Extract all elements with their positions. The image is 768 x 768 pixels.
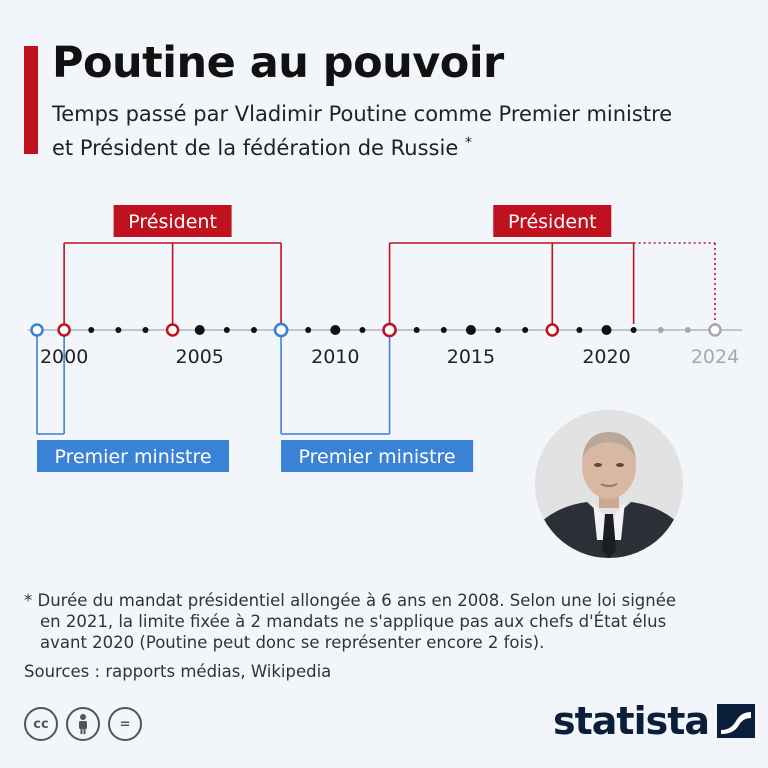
tick-label: 2005 — [176, 346, 224, 368]
term-marker — [708, 323, 722, 337]
year-dot — [495, 327, 502, 333]
portrait-image — [535, 410, 683, 558]
year-dot — [465, 325, 476, 335]
year-dot — [601, 325, 612, 335]
sources-text: Sources : rapports médias, Wikipedia — [24, 662, 332, 681]
title-accent-bar — [24, 46, 38, 154]
creative-commons-icon[interactable]: cc — [24, 707, 58, 741]
year-dot — [88, 327, 95, 333]
pm-label: Premier ministre — [54, 446, 211, 468]
year-dot — [330, 325, 341, 335]
year-dot — [657, 327, 664, 333]
tick-label: 2020 — [582, 346, 630, 368]
attribution-icon[interactable] — [66, 707, 100, 741]
brand-name: statista — [553, 699, 710, 743]
term-marker — [382, 322, 397, 338]
subtitle-footnote-mark: * — [464, 135, 472, 151]
term-marker — [165, 323, 180, 337]
subtitle-text: Temps passé par Vladimir Poutine comme P… — [52, 102, 673, 160]
footnote-line-1: * Durée du mandat présidentiel allongée … — [24, 591, 677, 610]
pm-label: Premier ministre — [299, 446, 456, 468]
portrait-photo — [535, 410, 683, 558]
tick-label: 2015 — [447, 346, 495, 368]
statista-brand[interactable]: statista — [553, 699, 756, 743]
tick-label: 2024 — [691, 346, 739, 368]
term-marker — [30, 323, 44, 337]
year-dot — [522, 327, 529, 333]
president-label: Président — [508, 211, 597, 233]
year-dot — [359, 327, 366, 333]
year-dot — [440, 327, 447, 333]
year-dot — [223, 327, 230, 333]
president-label-box — [113, 205, 232, 237]
statista-logo-icon — [717, 704, 756, 738]
year-dot — [194, 325, 205, 335]
license-icons: cc = — [24, 707, 142, 741]
term-marker — [545, 323, 560, 337]
year-dot — [142, 327, 149, 333]
footnote-line-2: en 2021, la limite fixée à 2 mandats ne … — [40, 612, 667, 631]
president-label-box — [493, 205, 612, 237]
year-dot — [630, 327, 637, 333]
term-marker — [273, 322, 289, 338]
year-dot — [684, 327, 691, 333]
year-dot — [305, 327, 312, 333]
year-dot — [250, 327, 257, 333]
year-dot — [115, 327, 122, 333]
year-dot — [576, 327, 583, 333]
pm-label-box — [37, 440, 229, 472]
footnote: * Durée du mandat présidentiel allongée … — [24, 590, 744, 653]
footnote-line-3: avant 2020 (Poutine peut donc se représe… — [40, 633, 545, 652]
person-icon — [79, 714, 87, 734]
president-label: Président — [128, 211, 217, 233]
pm-label-box — [281, 440, 474, 472]
year-dot — [413, 327, 420, 333]
timeline-chart: Président Président Premier ministre Premie… — [28, 205, 742, 472]
term-marker — [57, 323, 71, 337]
tick-label: 2000 — [40, 346, 88, 368]
no-derivatives-icon[interactable]: = — [108, 707, 142, 741]
page-subtitle: Temps passé par Vladimir Poutine comme P… — [52, 100, 692, 163]
page-title: Poutine au pouvoir — [52, 38, 504, 88]
tick-label: 2010 — [311, 346, 359, 368]
